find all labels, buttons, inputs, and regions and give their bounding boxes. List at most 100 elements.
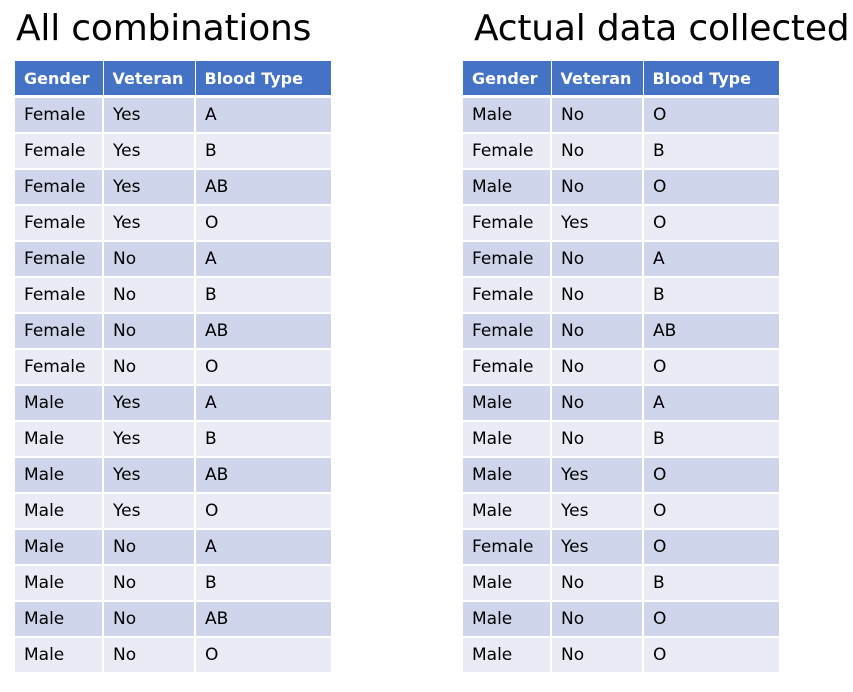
veteran-cell: No: [103, 636, 196, 672]
table-row: Female Yes AB: [15, 168, 331, 205]
table-row: Male No O: [463, 636, 779, 672]
table-row: Male No B: [463, 564, 779, 601]
blood-type-cell: O: [195, 636, 331, 672]
veteran-cell: Yes: [103, 492, 196, 529]
header-row: Gender Veteran Blood Type: [15, 61, 331, 98]
gender-cell: Male: [463, 384, 552, 421]
gender-cell: Male: [463, 456, 552, 493]
table-row: Male No O: [463, 96, 779, 133]
table-row: Male Yes O: [463, 492, 779, 529]
gender-cell: Male: [463, 564, 552, 601]
blood-type-cell: AB: [643, 312, 779, 349]
gender-cell: Female: [15, 204, 104, 241]
gender-cell: Female: [463, 312, 552, 349]
column-header-gender: Gender: [463, 61, 552, 98]
gender-cell: Female: [15, 312, 104, 349]
veteran-cell: No: [551, 564, 644, 601]
veteran-cell: No: [551, 420, 644, 457]
gender-cell: Male: [15, 636, 104, 672]
veteran-cell: No: [551, 168, 644, 205]
all-combinations-title: All combinations: [16, 8, 312, 49]
veteran-cell: Yes: [551, 492, 644, 529]
gender-cell: Male: [15, 492, 104, 529]
blood-type-cell: O: [195, 204, 331, 241]
gender-cell: Male: [463, 420, 552, 457]
veteran-cell: No: [551, 312, 644, 349]
table-row: Male No A: [15, 528, 331, 565]
veteran-cell: No: [103, 276, 196, 313]
veteran-cell: No: [551, 600, 644, 637]
table-row: Male Yes O: [15, 492, 331, 529]
actual-data-title: Actual data collected: [474, 8, 850, 49]
gender-cell: Female: [15, 168, 104, 205]
gender-cell: Female: [463, 276, 552, 313]
gender-cell: Male: [15, 420, 104, 457]
all-combinations-table: Gender Veteran Blood Type Female Yes A Fema…: [15, 61, 331, 672]
gender-cell: Male: [463, 96, 552, 133]
blood-type-cell: O: [643, 600, 779, 637]
column-header-blood-type: Blood Type: [643, 61, 779, 98]
column-header-blood-type: Blood Type: [195, 61, 331, 98]
table-row: Male No B: [463, 420, 779, 457]
blood-type-cell: A: [195, 96, 331, 133]
table-row: Female No AB: [463, 312, 779, 349]
table-row: Male Yes AB: [15, 456, 331, 493]
veteran-cell: No: [551, 96, 644, 133]
veteran-cell: Yes: [103, 96, 196, 133]
blood-type-cell: A: [195, 528, 331, 565]
table-row: Female Yes B: [15, 132, 331, 169]
blood-type-cell: O: [643, 168, 779, 205]
veteran-cell: Yes: [103, 204, 196, 241]
blood-type-cell: O: [643, 348, 779, 385]
blood-type-cell: A: [643, 240, 779, 277]
gender-cell: Male: [15, 384, 104, 421]
veteran-cell: No: [551, 276, 644, 313]
blood-type-cell: O: [643, 456, 779, 493]
veteran-cell: No: [103, 600, 196, 637]
veteran-cell: Yes: [103, 168, 196, 205]
table-row: Male No AB: [15, 600, 331, 637]
veteran-cell: Yes: [103, 132, 196, 169]
blood-type-cell: AB: [195, 456, 331, 493]
table-row: Female No B: [463, 276, 779, 313]
gender-cell: Female: [463, 240, 552, 277]
veteran-cell: No: [103, 348, 196, 385]
gender-cell: Male: [463, 600, 552, 637]
table-row: Female No O: [463, 348, 779, 385]
blood-type-cell: A: [195, 240, 331, 277]
table-row: Male No B: [15, 564, 331, 601]
veteran-cell: Yes: [551, 528, 644, 565]
table-row: Female Yes O: [463, 204, 779, 241]
blood-type-cell: A: [195, 384, 331, 421]
veteran-cell: No: [103, 528, 196, 565]
table-row: Male No O: [15, 636, 331, 672]
veteran-cell: No: [551, 384, 644, 421]
blood-type-cell: B: [643, 564, 779, 601]
veteran-cell: No: [103, 564, 196, 601]
gender-cell: Male: [463, 636, 552, 672]
table-row: Female Yes O: [463, 528, 779, 565]
gender-cell: Female: [15, 348, 104, 385]
header-row: Gender Veteran Blood Type: [463, 61, 779, 98]
gender-cell: Male: [15, 528, 104, 565]
blood-type-cell: O: [643, 96, 779, 133]
gender-cell: Female: [463, 348, 552, 385]
blood-type-cell: B: [195, 132, 331, 169]
blood-type-cell: A: [643, 384, 779, 421]
gender-cell: Female: [463, 528, 552, 565]
veteran-cell: No: [551, 132, 644, 169]
gender-cell: Female: [463, 132, 552, 169]
blood-type-cell: O: [643, 204, 779, 241]
blood-type-cell: O: [643, 492, 779, 529]
gender-cell: Female: [15, 132, 104, 169]
veteran-cell: Yes: [103, 456, 196, 493]
actual-data-table: Gender Veteran Blood Type Male No O Female N…: [463, 61, 779, 672]
veteran-cell: No: [551, 636, 644, 672]
blood-type-cell: B: [643, 276, 779, 313]
veteran-cell: Yes: [551, 204, 644, 241]
veteran-cell: Yes: [103, 420, 196, 457]
gender-cell: Female: [15, 240, 104, 277]
veteran-cell: Yes: [103, 384, 196, 421]
veteran-cell: No: [551, 348, 644, 385]
blood-type-cell: AB: [195, 312, 331, 349]
